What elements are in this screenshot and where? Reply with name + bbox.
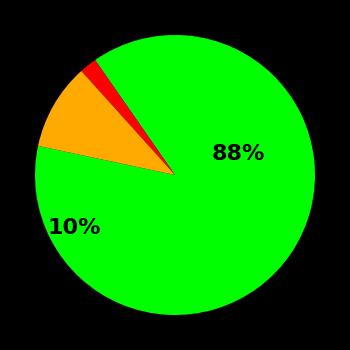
Wedge shape (81, 60, 175, 175)
Wedge shape (35, 35, 315, 315)
Text: 10%: 10% (48, 218, 101, 238)
Text: 88%: 88% (211, 144, 265, 164)
Wedge shape (38, 71, 175, 175)
